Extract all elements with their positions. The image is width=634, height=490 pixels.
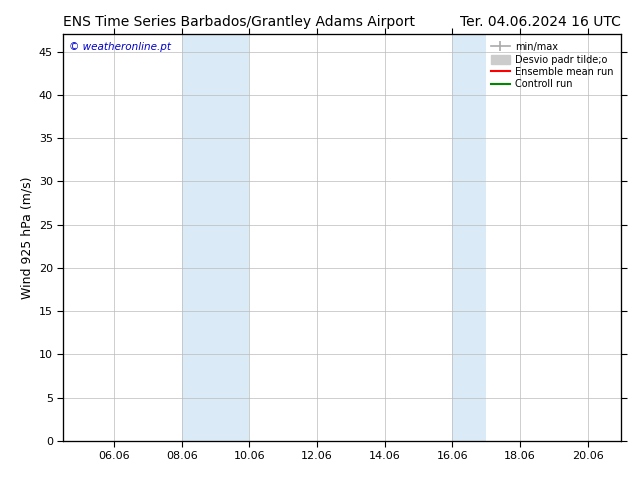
Y-axis label: Wind 925 hPa (m/s): Wind 925 hPa (m/s) <box>20 176 34 299</box>
Legend: min/max, Desvio padr tilde;o, Ensemble mean run, Controll run: min/max, Desvio padr tilde;o, Ensemble m… <box>488 39 616 92</box>
Text: © weatheronline.pt: © weatheronline.pt <box>69 43 171 52</box>
Bar <box>452 34 486 441</box>
Text: Ter. 04.06.2024 16 UTC: Ter. 04.06.2024 16 UTC <box>460 15 621 29</box>
Bar <box>182 34 249 441</box>
Text: ENS Time Series Barbados/Grantley Adams Airport: ENS Time Series Barbados/Grantley Adams … <box>63 15 415 29</box>
